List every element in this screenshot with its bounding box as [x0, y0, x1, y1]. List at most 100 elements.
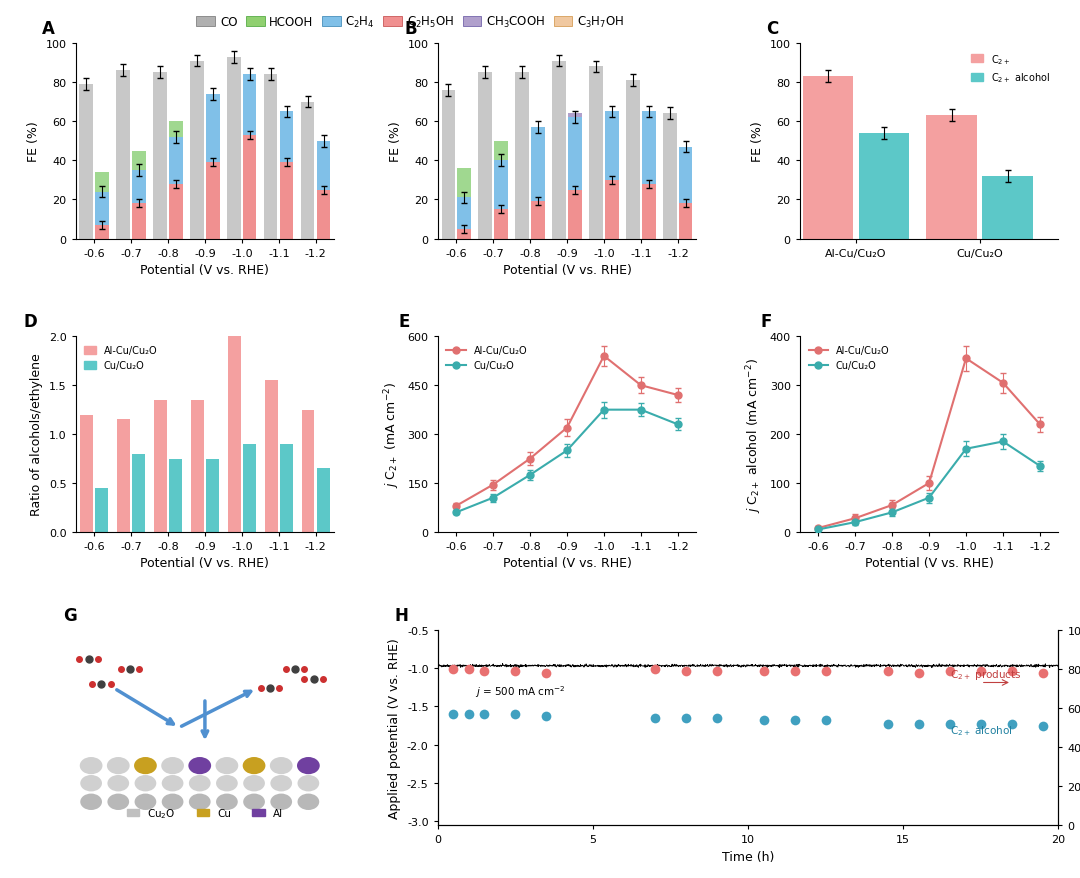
Circle shape — [188, 757, 211, 774]
Bar — [133, 454, 145, 532]
Text: C: C — [766, 20, 779, 38]
Bar — [191, 400, 204, 532]
Legend: Cu$_2$O, Cu, Al: Cu$_2$O, Cu, Al — [122, 802, 287, 824]
Circle shape — [270, 757, 293, 774]
Cu/Cu₂O — [1034, 461, 1047, 471]
Cu/Cu₂O — [487, 493, 500, 503]
Circle shape — [162, 775, 184, 792]
Circle shape — [189, 794, 211, 810]
Bar — [495, 162, 508, 210]
Al-Cu/Cu₂O — [524, 454, 537, 464]
Bar — [318, 141, 330, 191]
Bar — [318, 469, 330, 532]
Bar — [605, 181, 619, 240]
Bar — [80, 415, 93, 532]
Text: F: F — [761, 313, 772, 331]
Bar — [133, 151, 146, 171]
Bar — [301, 103, 314, 240]
Circle shape — [297, 775, 320, 792]
Circle shape — [134, 757, 157, 774]
Cu/Cu₂O — [997, 436, 1010, 447]
X-axis label: Potential (V vs. RHE): Potential (V vs. RHE) — [140, 263, 269, 277]
Circle shape — [297, 757, 320, 774]
Text: $j$ = 500 mA cm$^{-2}$: $j$ = 500 mA cm$^{-2}$ — [475, 683, 566, 699]
Bar — [458, 229, 471, 240]
Text: H: H — [394, 606, 408, 624]
Al-Cu/Cu₂O — [561, 423, 573, 434]
Cu/Cu₂O — [922, 493, 935, 503]
Text: A: A — [42, 20, 55, 38]
Bar — [133, 204, 146, 240]
Bar — [552, 61, 566, 240]
Circle shape — [80, 794, 102, 810]
Legend: Al-Cu/Cu₂O, Cu/Cu₂O: Al-Cu/Cu₂O, Cu/Cu₂O — [443, 342, 531, 374]
Bar — [265, 381, 278, 532]
Bar — [590, 68, 603, 240]
Bar — [170, 138, 183, 184]
Bar — [265, 76, 278, 240]
Bar — [95, 226, 109, 240]
Cu/Cu₂O — [449, 507, 462, 518]
Bar — [170, 122, 183, 138]
Bar — [153, 73, 166, 240]
Bar — [983, 176, 1034, 240]
Bar — [531, 128, 544, 202]
Legend: Al-Cu/Cu₂O, Cu/Cu₂O: Al-Cu/Cu₂O, Cu/Cu₂O — [81, 342, 161, 374]
Bar — [206, 459, 219, 532]
Bar — [568, 114, 582, 119]
Al-Cu/Cu₂O — [597, 351, 610, 362]
Circle shape — [243, 775, 265, 792]
Bar — [301, 410, 314, 532]
Y-axis label: FE (%): FE (%) — [752, 121, 765, 162]
Bar — [318, 191, 330, 240]
Bar — [117, 420, 130, 532]
Bar — [859, 133, 909, 240]
X-axis label: Potential (V vs. RHE): Potential (V vs. RHE) — [140, 557, 269, 570]
Cu/Cu₂O — [959, 444, 972, 455]
Bar — [568, 119, 582, 191]
Al-Cu/Cu₂O — [886, 500, 899, 511]
Y-axis label: Applied potential (V vs. RHE): Applied potential (V vs. RHE) — [389, 637, 402, 818]
Y-axis label: $j$ C$_{2+}$ (mA cm$^{-2}$): $j$ C$_{2+}$ (mA cm$^{-2}$) — [382, 382, 402, 487]
Circle shape — [161, 757, 184, 774]
Bar — [531, 202, 544, 240]
Bar — [280, 444, 293, 532]
Al-Cu/Cu₂O — [449, 501, 462, 512]
Line: Al-Cu/Cu₂O: Al-Cu/Cu₂O — [453, 353, 681, 510]
Text: D: D — [24, 313, 38, 331]
Cu/Cu₂O — [812, 524, 825, 535]
Circle shape — [216, 775, 238, 792]
Cu/Cu₂O — [849, 517, 862, 528]
Text: C$_{2+}$ alcohol: C$_{2+}$ alcohol — [949, 723, 1012, 738]
Y-axis label: FE (%): FE (%) — [389, 121, 402, 162]
Circle shape — [243, 757, 266, 774]
Bar — [458, 198, 471, 229]
Bar — [280, 112, 294, 163]
Cu/Cu₂O — [672, 420, 685, 430]
Bar — [243, 136, 256, 240]
Circle shape — [107, 757, 130, 774]
Bar — [95, 488, 108, 532]
Bar — [495, 210, 508, 240]
Bar — [228, 332, 241, 532]
Bar — [280, 163, 294, 240]
Line: Al-Cu/Cu₂O: Al-Cu/Cu₂O — [814, 356, 1043, 532]
Circle shape — [162, 794, 184, 810]
Bar — [117, 71, 130, 240]
Bar — [679, 204, 692, 240]
Bar — [802, 77, 853, 240]
X-axis label: Potential (V vs. RHE): Potential (V vs. RHE) — [502, 263, 632, 277]
Circle shape — [80, 775, 102, 792]
Circle shape — [80, 757, 103, 774]
Bar — [95, 173, 109, 192]
Text: G: G — [63, 606, 77, 624]
Al-Cu/Cu₂O — [1034, 420, 1047, 430]
Bar — [133, 171, 146, 204]
Al-Cu/Cu₂O — [634, 380, 647, 391]
Bar — [605, 112, 619, 181]
Bar — [626, 81, 639, 240]
Bar — [663, 114, 676, 240]
Cu/Cu₂O — [524, 470, 537, 480]
Bar — [679, 148, 692, 204]
Y-axis label: Ratio of alcohols/ethylene: Ratio of alcohols/ethylene — [30, 353, 43, 516]
